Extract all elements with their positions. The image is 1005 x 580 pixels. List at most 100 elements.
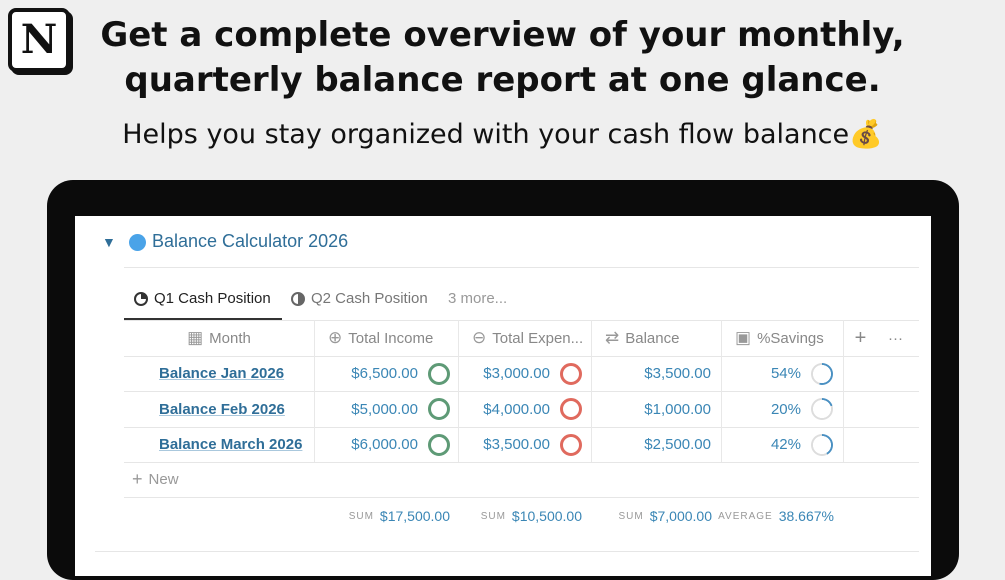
tab-label: 3 more... [448, 290, 508, 307]
subtitle: Helps you stay organized with your cash … [0, 118, 1005, 150]
row-divider [124, 320, 919, 321]
column-divider [314, 320, 315, 462]
pie-icon [134, 291, 148, 306]
money-icon: ▣ [735, 328, 752, 347]
month-link[interactable]: Balance March 2026 [159, 436, 303, 453]
column-divider [591, 320, 592, 462]
page-icon [129, 234, 146, 251]
table-row-month[interactable]: Balance March 2026 [159, 427, 302, 462]
column-label: Total Expen... [492, 329, 584, 347]
aggregate-value: $17,500.00 [379, 508, 450, 524]
balance-value: $2,500.00 [644, 436, 711, 453]
money-bag-icon: 💰 [849, 119, 883, 150]
savings-value: 20% [770, 400, 801, 418]
active-tab-underline [124, 318, 282, 320]
tab-label: Q2 Cash Position [311, 290, 428, 307]
aggregate-label: SUM [618, 510, 644, 522]
divider [124, 267, 919, 268]
row-divider [124, 356, 919, 357]
savings-value: 42% [770, 436, 801, 453]
savings-cell[interactable]: 54% [721, 356, 833, 391]
half-circle-icon [291, 291, 305, 306]
subtitle-text: Helps you stay organized with your cash … [122, 119, 850, 150]
column-header[interactable]: ⇄ Balance [591, 320, 721, 356]
plus-circle-icon: ⊕ [328, 328, 343, 347]
income-value: $6,500.00 [351, 365, 418, 382]
expense-ring-icon [560, 362, 582, 385]
expenses-cell[interactable]: $3,000.00 [458, 356, 582, 391]
column-label: Balance [625, 329, 680, 347]
balance-cell[interactable]: $1,000.00 [591, 391, 711, 427]
expenses-cell[interactable]: $3,500.00 [458, 427, 582, 462]
savings-cell[interactable]: 42% [721, 427, 833, 462]
footer-savings-aggregate[interactable]: AVERAGE 38.667% [718, 497, 834, 535]
income-cell[interactable]: $6,000.00 [314, 427, 450, 462]
tab-q1[interactable]: Q1 Cash Position [134, 290, 271, 307]
expenses-value: $3,000.00 [483, 365, 550, 382]
minus-circle-icon: ⊖ [472, 328, 487, 347]
footer-income-aggregate[interactable]: SUM $17,500.00 [314, 497, 450, 535]
toggle-icon[interactable]: ▼ [102, 234, 116, 250]
expense-ring-icon [560, 433, 582, 456]
income-cell[interactable]: $5,000.00 [314, 391, 450, 427]
column-divider [843, 320, 844, 462]
headline-line-1: Get a complete overview of your monthly, [100, 15, 905, 55]
column-divider [721, 320, 722, 462]
footer-expenses-aggregate[interactable]: SUM $10,500.00 [458, 497, 582, 535]
income-value: $6,000.00 [351, 436, 418, 453]
plus-icon: + [132, 469, 143, 489]
table-row-month[interactable]: Balance Jan 2026 [159, 356, 284, 391]
expenses-value: $3,500.00 [483, 436, 550, 453]
footer-balance-aggregate[interactable]: SUM $7,000.00 [591, 497, 712, 535]
column-header[interactable]: ⊖ Total Expen... [458, 320, 591, 356]
aggregate-label: SUM [348, 510, 374, 522]
divider [95, 551, 919, 552]
aggregate-value: $10,500.00 [511, 508, 582, 524]
more-options-button[interactable]: ··· [888, 329, 903, 347]
row-divider [124, 391, 919, 392]
savings-progress-ring [811, 362, 833, 385]
expenses-value: $4,000.00 [483, 400, 550, 418]
expenses-cell[interactable]: $4,000.00 [458, 391, 582, 427]
column-label: Month [209, 329, 251, 347]
income-value: $5,000.00 [351, 400, 418, 418]
row-divider [124, 427, 919, 428]
row-divider [124, 462, 919, 463]
tab-more[interactable]: 3 more... [448, 290, 507, 307]
headline-line-2: quarterly balance report at one glance. [124, 60, 881, 100]
column-header[interactable]: ▦ Month [124, 320, 314, 356]
savings-progress-ring [811, 398, 833, 420]
savings-cell[interactable]: 20% [721, 391, 833, 427]
column-divider [458, 320, 459, 462]
notion-screen [75, 216, 931, 576]
column-label: %Savings [757, 329, 824, 347]
calendar-icon: ▦ [187, 328, 204, 347]
notion-logo: N [8, 8, 70, 72]
aggregate-label: SUM [480, 510, 506, 522]
new-label: New [148, 471, 179, 488]
aggregate-value: $7,000.00 [649, 508, 712, 524]
aggregate-value: 38.667% [778, 508, 834, 524]
balance-cell[interactable]: $2,500.00 [591, 427, 711, 462]
savings-value: 54% [770, 365, 801, 382]
page-title[interactable]: Balance Calculator 2026 [152, 231, 349, 251]
savings-progress-ring [811, 433, 833, 456]
balance-value: $3,500.00 [644, 365, 711, 382]
table-row-month[interactable]: Balance Feb 2026 [159, 391, 285, 427]
tab-label: Q1 Cash Position [154, 290, 271, 307]
month-link[interactable]: Balance Jan 2026 [159, 365, 285, 382]
income-ring-icon [428, 362, 450, 385]
new-row-button[interactable]: + New [132, 462, 179, 497]
month-link[interactable]: Balance Feb 2026 [159, 400, 285, 418]
balance-cell[interactable]: $3,500.00 [591, 356, 711, 391]
add-column-button[interactable]: + [854, 326, 867, 349]
row-divider [124, 497, 919, 498]
column-header[interactable]: ⊕ Total Income [314, 320, 458, 356]
balance-value: $1,000.00 [644, 400, 711, 418]
income-ring-icon [428, 398, 450, 420]
column-header[interactable]: ▣ %Savings [721, 320, 843, 356]
tab-q2[interactable]: Q2 Cash Position [291, 290, 428, 307]
income-cell[interactable]: $6,500.00 [314, 356, 450, 391]
income-ring-icon [428, 433, 450, 456]
swap-icon: ⇄ [605, 328, 620, 347]
